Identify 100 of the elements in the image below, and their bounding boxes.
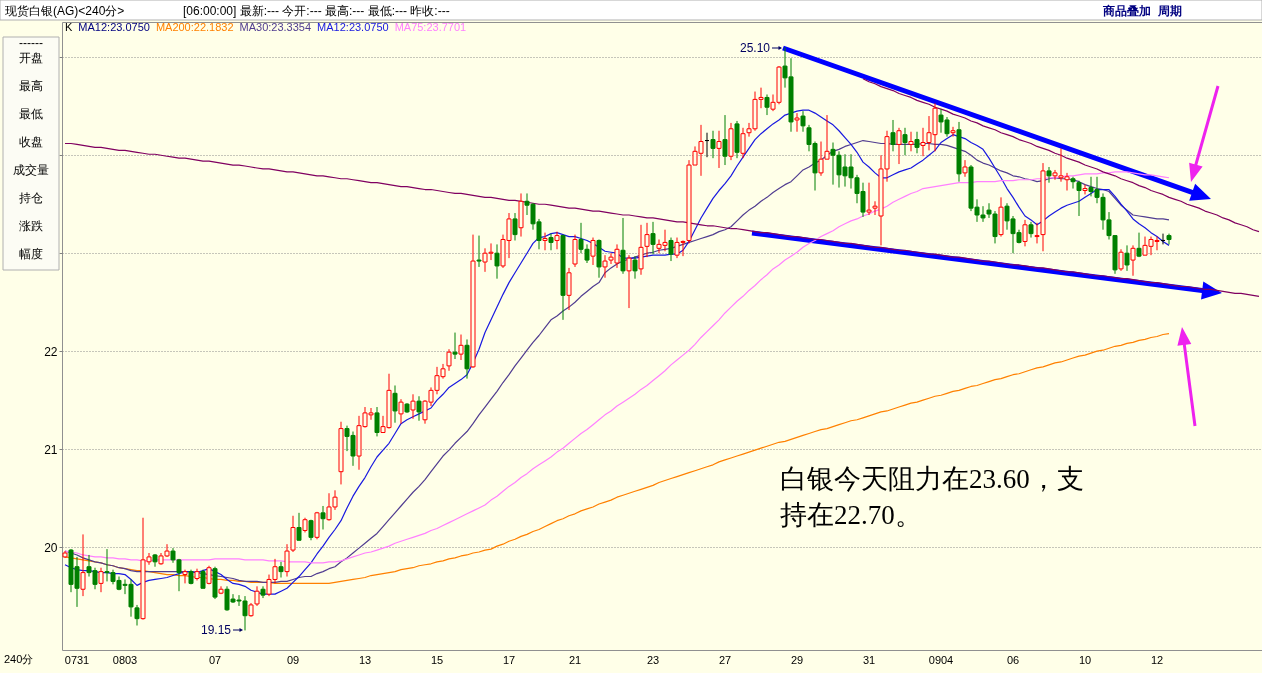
candlestick <box>950 126 956 138</box>
text: 商品叠加 <box>1102 4 1151 18</box>
candlestick <box>554 231 560 250</box>
x-tick-label: 31 <box>862 653 876 666</box>
x-tick-label: 17 <box>502 653 516 666</box>
candlestick <box>374 406 380 437</box>
candlestick <box>638 224 644 276</box>
text: 幅度 <box>19 247 43 261</box>
candlestick <box>644 222 650 258</box>
text: MA30:23.3354 <box>239 21 312 33</box>
x-tick-label: 07 <box>208 653 222 666</box>
candlestick <box>1166 233 1172 245</box>
text: 开盘 <box>19 51 43 65</box>
y-tick-label: 22 <box>44 344 58 359</box>
chart-subtitle: [06:00:00] 最新:--- 今开:--- 最高:--- 最低:--- 昨收:--- <box>183 4 450 18</box>
candlestick <box>716 130 722 169</box>
candlestick <box>452 332 458 360</box>
text: MA12:23.0750 <box>317 21 389 33</box>
candlestick <box>182 569 188 584</box>
candlestick <box>650 221 656 255</box>
candlestick <box>1136 232 1142 258</box>
candlestick <box>722 114 728 166</box>
candlestick <box>1022 219 1028 247</box>
line-series <box>862 78 1260 233</box>
candlestick <box>794 112 800 133</box>
x-tick-label: 12 <box>1150 653 1164 666</box>
annotation: 19.15 <box>200 623 232 637</box>
candlestick <box>416 395 422 422</box>
candlestick <box>1118 248 1124 272</box>
x-tick-label: 09 <box>286 653 300 666</box>
text: 最高 <box>19 79 43 93</box>
candlestick <box>890 119 896 152</box>
candlestick <box>902 127 908 156</box>
candlestick <box>200 569 206 589</box>
x-tick-label: 21 <box>568 653 582 666</box>
x-tick-label: 06 <box>1006 653 1020 666</box>
candlestick <box>296 512 302 541</box>
candlestick <box>962 159 968 178</box>
candlestick <box>1130 244 1136 277</box>
candlestick <box>1082 184 1088 195</box>
candlestick <box>1046 166 1052 184</box>
candlestick <box>548 233 554 251</box>
candlestick <box>1124 244 1130 272</box>
text: MA75:23.7701 <box>394 21 467 33</box>
candlestick <box>476 235 482 268</box>
candlestick <box>512 212 518 241</box>
candlestick <box>800 110 806 133</box>
candlestick <box>1034 222 1040 244</box>
y-tick-label: 20 <box>44 540 58 555</box>
candlestick <box>908 131 914 152</box>
x-tick-label: 0904 <box>928 653 954 666</box>
text: 240分 <box>4 653 34 665</box>
text: 持仓 <box>19 191 43 205</box>
candlestick <box>494 243 500 280</box>
candlestick <box>764 94 770 116</box>
candlestick <box>626 254 632 309</box>
x-tick-label: 23 <box>646 653 660 666</box>
candlestick <box>896 127 902 165</box>
candlestick <box>1076 180 1082 217</box>
text: 成交量 <box>13 163 49 177</box>
text: 周期 <box>1157 4 1182 18</box>
candlestick <box>590 237 596 266</box>
candlestick <box>1070 176 1076 190</box>
candlestick <box>320 505 326 530</box>
candlestick <box>464 338 470 380</box>
x-tick-label: 15 <box>430 653 444 666</box>
annotation: K <box>65 21 73 33</box>
text: MA200:22.1832 <box>155 21 234 33</box>
candlestick <box>278 561 284 578</box>
candlestick <box>446 348 452 372</box>
annotation: 白银今天阻力在23.60，支持在22.70。 <box>780 464 1084 530</box>
chart-title: 现货白银(AG)<240分> <box>5 4 125 18</box>
text: 收盘 <box>19 135 43 149</box>
text: 最低 <box>19 107 43 121</box>
candlestick <box>410 393 416 420</box>
x-tick-label: 27 <box>718 653 732 666</box>
annotation: 25.10 <box>739 41 771 55</box>
candlestick <box>542 232 548 251</box>
x-tick-label: 10 <box>1078 653 1092 666</box>
candlestick <box>398 398 404 425</box>
candlestick <box>740 127 746 159</box>
x-tick-label: 0803 <box>112 653 138 666</box>
text: ------ <box>19 36 43 50</box>
legend-label: MA12:23.0750 <box>78 21 150 33</box>
candlestick <box>98 567 104 593</box>
candlestick <box>392 384 398 424</box>
candlestick <box>458 334 464 361</box>
candlestick <box>668 237 674 262</box>
candlestick <box>866 182 872 216</box>
y-tick-label: 21 <box>44 442 58 457</box>
x-tick-label: 0731 <box>64 653 90 666</box>
x-tick-label: 13 <box>358 653 372 666</box>
candlestick <box>710 130 716 159</box>
candlestick <box>566 267 572 311</box>
candlestick <box>80 533 86 597</box>
candlestick <box>632 255 638 280</box>
candlestick <box>914 131 920 154</box>
line-series <box>64 142 1260 297</box>
candlestick <box>620 217 626 275</box>
x-tick-label: 29 <box>790 653 804 666</box>
